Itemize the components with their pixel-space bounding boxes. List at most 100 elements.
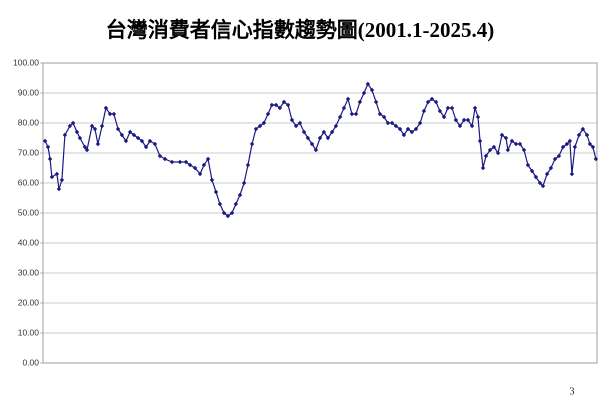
data-point [521, 147, 527, 153]
data-point [361, 90, 367, 96]
data-point [417, 120, 423, 126]
data-point [45, 144, 51, 150]
data-point [537, 180, 543, 186]
data-point [49, 174, 55, 180]
data-point [425, 99, 431, 105]
data-point [257, 123, 263, 129]
data-point [590, 144, 596, 150]
page-number: 3 [570, 386, 575, 397]
data-point [465, 117, 471, 123]
data-point [317, 135, 323, 141]
y-tick-label: 90.00 [18, 87, 40, 97]
data-point [385, 120, 391, 126]
data-point [457, 123, 463, 129]
data-point [192, 165, 198, 171]
data-point [495, 150, 501, 156]
data-point [277, 105, 283, 111]
data-point [567, 138, 573, 144]
data-point [381, 114, 387, 120]
data-point [389, 120, 395, 126]
data-point [475, 114, 481, 120]
y-tick-label: 20.00 [18, 297, 40, 307]
data-point [313, 147, 319, 153]
data-point [540, 183, 546, 189]
y-tick-label: 80.00 [18, 117, 40, 127]
data-point [139, 138, 145, 144]
data-point [393, 123, 399, 129]
data-point [525, 162, 531, 168]
data-point [453, 117, 459, 123]
data-point [345, 96, 351, 102]
data-point [187, 162, 193, 168]
data-point [249, 141, 255, 147]
data-point [445, 105, 451, 111]
data-point [373, 99, 379, 105]
data-point [357, 99, 363, 105]
data-point [397, 126, 403, 132]
data-point [253, 126, 259, 132]
data-point [217, 201, 223, 207]
data-point [131, 132, 137, 138]
data-point [157, 153, 163, 159]
data-point [82, 144, 88, 150]
data-point [269, 102, 275, 108]
data-point [584, 132, 590, 138]
y-tick-label: 30.00 [18, 267, 40, 277]
data-point [337, 114, 343, 120]
data-point [169, 159, 175, 165]
data-point [111, 111, 117, 117]
data-point [225, 213, 231, 219]
data-point [580, 126, 586, 132]
data-point [325, 135, 331, 141]
data-point [556, 153, 562, 159]
data-point [54, 171, 60, 177]
data-point [433, 99, 439, 105]
data-point [333, 123, 339, 129]
data-point [265, 111, 271, 117]
data-point [413, 126, 419, 132]
data-point [281, 99, 287, 105]
data-point [56, 186, 62, 192]
data-point [293, 123, 299, 129]
data-point [62, 132, 68, 138]
data-point [349, 111, 355, 117]
data-point [533, 174, 539, 180]
data-point [233, 201, 239, 207]
data-point [529, 168, 535, 174]
data-point [477, 138, 483, 144]
data-point [209, 177, 215, 183]
data-point [273, 102, 279, 108]
data-point [593, 156, 599, 162]
data-point [123, 138, 129, 144]
data-point [449, 105, 455, 111]
data-point [487, 147, 493, 153]
data-point [74, 129, 80, 135]
data-point [576, 132, 582, 138]
data-point [197, 171, 203, 177]
data-point [321, 129, 327, 135]
data-point [42, 138, 48, 144]
data-point [183, 159, 189, 165]
data-point [499, 132, 505, 138]
data-point [237, 192, 243, 198]
data-point [353, 111, 359, 117]
data-point [505, 147, 511, 153]
data-point [162, 156, 168, 162]
data-point [421, 108, 427, 114]
data-point [401, 132, 407, 138]
data-point [201, 162, 207, 168]
data-point [329, 129, 335, 135]
data-point [147, 138, 153, 144]
data-point [47, 156, 53, 162]
data-point [409, 129, 415, 135]
data-point [205, 156, 211, 162]
data-point [341, 105, 347, 111]
data-point [115, 126, 121, 132]
data-point [135, 135, 141, 141]
data-point [127, 129, 133, 135]
data-point [483, 153, 489, 159]
data-point [143, 144, 149, 150]
data-point [107, 111, 113, 117]
data-point [103, 105, 109, 111]
data-point [177, 159, 183, 165]
